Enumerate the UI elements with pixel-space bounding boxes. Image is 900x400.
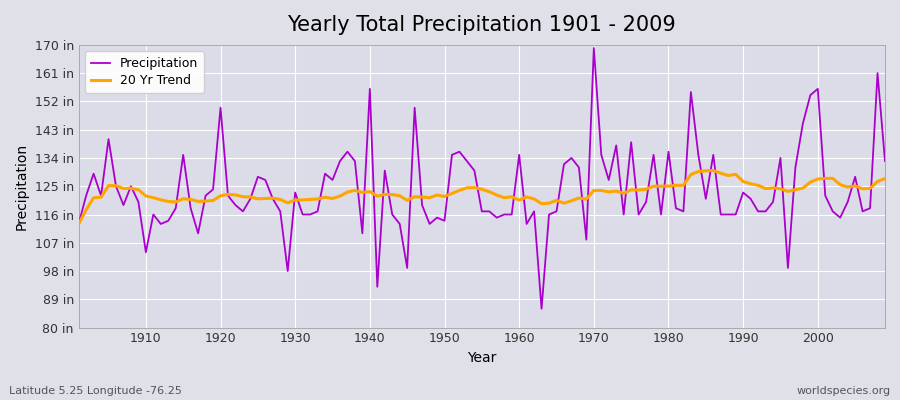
20 Yr Trend [708, 168, 719, 173]
Precipitation [133, 200, 144, 204]
20 Yr Trend [342, 190, 353, 194]
20 Yr Trend [879, 176, 890, 181]
Y-axis label: Precipitation: Precipitation [15, 143, 29, 230]
20 Yr Trend [133, 187, 144, 192]
Precipitation [297, 212, 308, 217]
20 Yr Trend [514, 198, 525, 202]
20 Yr Trend [603, 190, 614, 194]
Precipitation [73, 222, 84, 226]
Text: worldspecies.org: worldspecies.org [796, 386, 891, 396]
Precipitation [589, 46, 599, 50]
20 Yr Trend [73, 222, 84, 226]
Line: Precipitation: Precipitation [78, 48, 885, 309]
Title: Yearly Total Precipitation 1901 - 2009: Yearly Total Precipitation 1901 - 2009 [287, 15, 676, 35]
Precipitation [879, 159, 890, 164]
Precipitation [342, 149, 353, 154]
20 Yr Trend [297, 198, 308, 202]
20 Yr Trend [507, 194, 517, 199]
X-axis label: Year: Year [467, 351, 497, 365]
Precipitation [618, 212, 629, 217]
Precipitation [514, 152, 525, 157]
Precipitation [536, 306, 547, 311]
Text: Latitude 5.25 Longitude -76.25: Latitude 5.25 Longitude -76.25 [9, 386, 182, 396]
Line: 20 Yr Trend: 20 Yr Trend [78, 170, 885, 224]
Precipitation [507, 212, 517, 217]
Legend: Precipitation, 20 Yr Trend: Precipitation, 20 Yr Trend [85, 51, 204, 93]
